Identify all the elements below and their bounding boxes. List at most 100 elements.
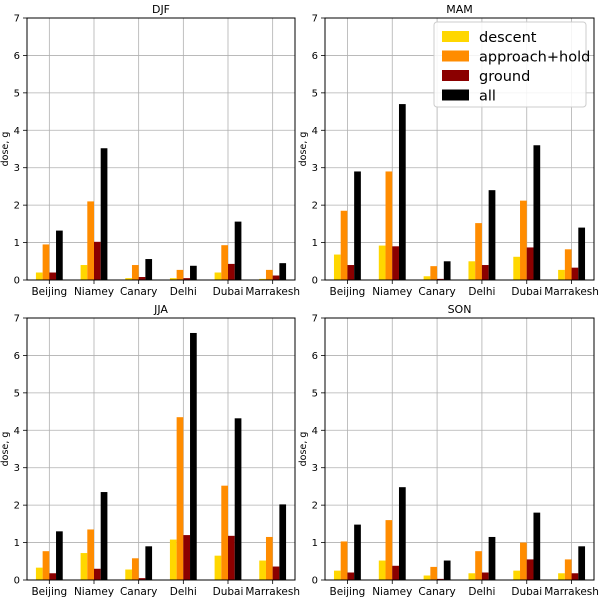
x-tick-label-dubai: Dubai [213,286,244,298]
chart-title: DJF [152,3,170,16]
bar-approach-hold-niamey [87,529,94,580]
bar-ground-beijing [49,573,57,580]
bar-descent-delhi [468,573,476,580]
bar-ground-dubai [526,559,534,580]
bar-approach-hold-delhi [176,269,184,280]
bar-approach-hold-beijing [340,210,348,280]
x-tick-label-dubai: Dubai [213,586,244,598]
gridlines [325,317,594,581]
bar-ground-delhi [183,535,191,580]
y-axis-label: dose, g [0,132,11,167]
y-tick-label: 4 [14,126,20,137]
y-tick-label: 6 [14,351,20,362]
bar-all-beijing [56,230,63,280]
bar-approach-hold-canary [430,566,438,580]
legend-swatch-approach-hold [442,50,469,62]
x-tick-label-beijing: Beijing [31,286,67,298]
x-tick-label-canary: Canary [120,286,157,298]
legend-label-approach-hold: approach+hold [479,50,590,66]
y-tick-label: 5 [312,388,318,399]
x-tick-label-beijing: Beijing [330,586,366,598]
bar-all-marrakesh [279,504,287,580]
x-tick-label-delhi: Delhi [170,286,197,298]
x-tick-label-delhi: Delhi [468,286,495,298]
y-tick-label: 2 [312,501,318,512]
panel-jja: 0 1 2 3 4 5 6 7 Beijing Niamey Canary Delhi Dubai Mar… [0,303,300,598]
axes-frame [26,317,296,581]
bar-all-marrakesh [279,263,287,280]
x-tick-label-canary: Canary [418,586,455,598]
x-axis: Beijing Niamey Canary Delhi Dubai Marrakesh [330,280,599,298]
y-axis: 0 1 2 3 4 5 6 7 [312,14,325,287]
legend-swatch-ground [442,70,469,81]
axes-frame [324,17,595,281]
bar-descent-marrakesh [259,278,266,280]
bar-approach-hold-beijing [340,541,348,580]
bar-descent-canary [125,569,132,580]
bar-approach-hold-niamey [385,520,393,580]
bar-descent-dubai [214,555,222,580]
bar-all-canary [145,546,153,580]
y-tick-label: 3 [14,163,20,174]
x-tick-label-canary: Canary [418,286,455,298]
bar-descent-niamey [80,553,88,580]
bar-ground-marrakesh [272,275,280,280]
bar-all-delhi [190,265,197,280]
bar-descent-canary [423,575,431,580]
bar-descent-delhi [169,278,177,280]
x-tick-label-delhi: Delhi [468,586,495,598]
bar-all-delhi [190,332,197,580]
bar-descent-niamey [80,265,88,280]
y-tick-label: 2 [312,201,318,212]
y-tick-label: 5 [14,88,20,99]
y-tick-label: 3 [14,463,20,474]
y-tick-label: 0 [312,276,318,287]
bar-approach-hold-beijing [42,551,50,580]
bar-all-niamey [100,492,108,580]
bar-all-dubai [533,145,541,280]
bar-ground-marrakesh [272,566,280,580]
bar-descent-dubai [513,570,521,580]
bar-all-dubai [234,418,242,580]
bar-ground-canary [437,278,444,280]
y-tick-label: 0 [312,576,318,587]
x-tick-label-dubai: Dubai [511,286,542,298]
y-tick-label: 5 [14,388,20,399]
y-tick-label: 6 [312,351,318,362]
bar-all-marrakesh [578,546,586,580]
y-axis: 0 1 2 3 4 5 6 7 [14,14,27,287]
bars [333,487,586,580]
y-axis-label: dose, g [298,132,309,167]
x-tick-label-marrakesh: Marrakesh [544,586,599,598]
gridlines [27,17,295,281]
bar-ground-niamey [392,246,399,280]
bar-ground-marrakesh [571,573,579,580]
panel-son: 0 1 2 3 4 5 6 7 Beijing Niamey Canary Delhi Dubai Mar… [298,303,599,598]
chart-title: MAM [446,3,473,16]
bar-ground-beijing [49,272,57,280]
chart-title: JJA [153,303,168,316]
bar-descent-marrakesh [558,269,565,280]
bar-approach-hold-canary [131,265,139,280]
y-axis: 0 1 2 3 4 5 6 7 [14,314,27,587]
bar-approach-hold-dubai [221,485,228,580]
bar-descent-dubai [513,256,521,280]
bar-ground-dubai [228,263,235,280]
y-tick-label: 1 [14,538,20,549]
y-axis: 0 1 2 3 4 5 6 7 [312,314,325,587]
x-tick-label-delhi: Delhi [170,586,197,598]
bar-descent-dubai [214,272,222,280]
x-axis: Beijing Niamey Canary Delhi Dubai Marrakesh [330,580,599,598]
y-tick-label: 1 [312,538,318,549]
bar-all-canary [443,560,451,580]
legend-box [433,21,587,108]
bar-approach-hold-marrakesh [265,269,273,280]
x-tick-label-beijing: Beijing [31,586,67,598]
x-tick-label-dubai: Dubai [511,586,542,598]
bar-all-dubai [533,512,541,580]
bar-approach-hold-dubai [520,200,527,280]
bar-approach-hold-delhi [176,417,184,580]
chart-title: SON [448,303,472,316]
bars [35,332,287,580]
x-tick-label-marrakesh: Marrakesh [245,586,300,598]
